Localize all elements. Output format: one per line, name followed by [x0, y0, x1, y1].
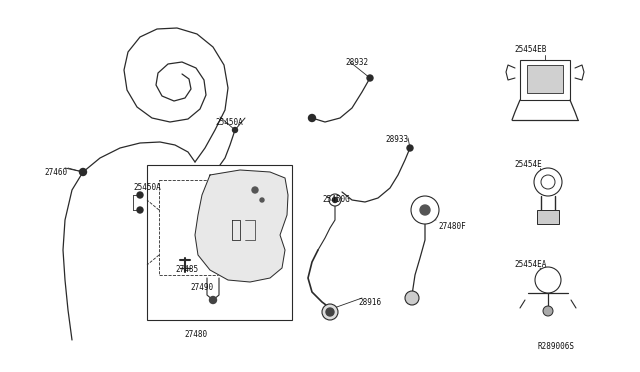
Text: 27490: 27490: [190, 283, 213, 292]
Text: 27480: 27480: [184, 330, 207, 339]
Bar: [147, 165, 292, 320]
Circle shape: [543, 306, 553, 316]
Text: 25454E: 25454E: [514, 160, 541, 169]
Circle shape: [79, 169, 86, 176]
Text: R289006S: R289006S: [537, 342, 574, 351]
Text: 27485: 27485: [175, 265, 198, 274]
Circle shape: [534, 168, 562, 196]
Bar: [537, 210, 559, 224]
Text: 28933: 28933: [385, 135, 408, 144]
Text: 25454EB: 25454EB: [514, 45, 547, 54]
Circle shape: [367, 75, 373, 81]
Circle shape: [232, 128, 237, 132]
Circle shape: [329, 194, 341, 206]
Text: 27460: 27460: [44, 168, 67, 177]
Circle shape: [411, 196, 439, 224]
Text: 25450G: 25450G: [322, 195, 349, 204]
Circle shape: [308, 115, 316, 122]
Text: 27480F: 27480F: [438, 222, 466, 231]
Polygon shape: [195, 170, 288, 282]
Circle shape: [326, 308, 334, 316]
Text: 28916: 28916: [358, 298, 381, 307]
Circle shape: [405, 291, 419, 305]
Bar: [520, 60, 570, 100]
Text: 25454EA: 25454EA: [514, 260, 547, 269]
Circle shape: [322, 304, 338, 320]
Circle shape: [137, 192, 143, 198]
Circle shape: [535, 267, 561, 293]
Circle shape: [420, 205, 430, 215]
Circle shape: [252, 187, 258, 193]
Circle shape: [137, 207, 143, 213]
Circle shape: [333, 198, 337, 202]
Circle shape: [209, 296, 216, 304]
Circle shape: [407, 145, 413, 151]
Bar: [527, 65, 563, 93]
Circle shape: [260, 198, 264, 202]
Text: 25450A: 25450A: [215, 118, 243, 127]
Bar: [159, 180, 239, 275]
Text: 28932: 28932: [345, 58, 368, 67]
Text: 25450A: 25450A: [133, 183, 161, 192]
